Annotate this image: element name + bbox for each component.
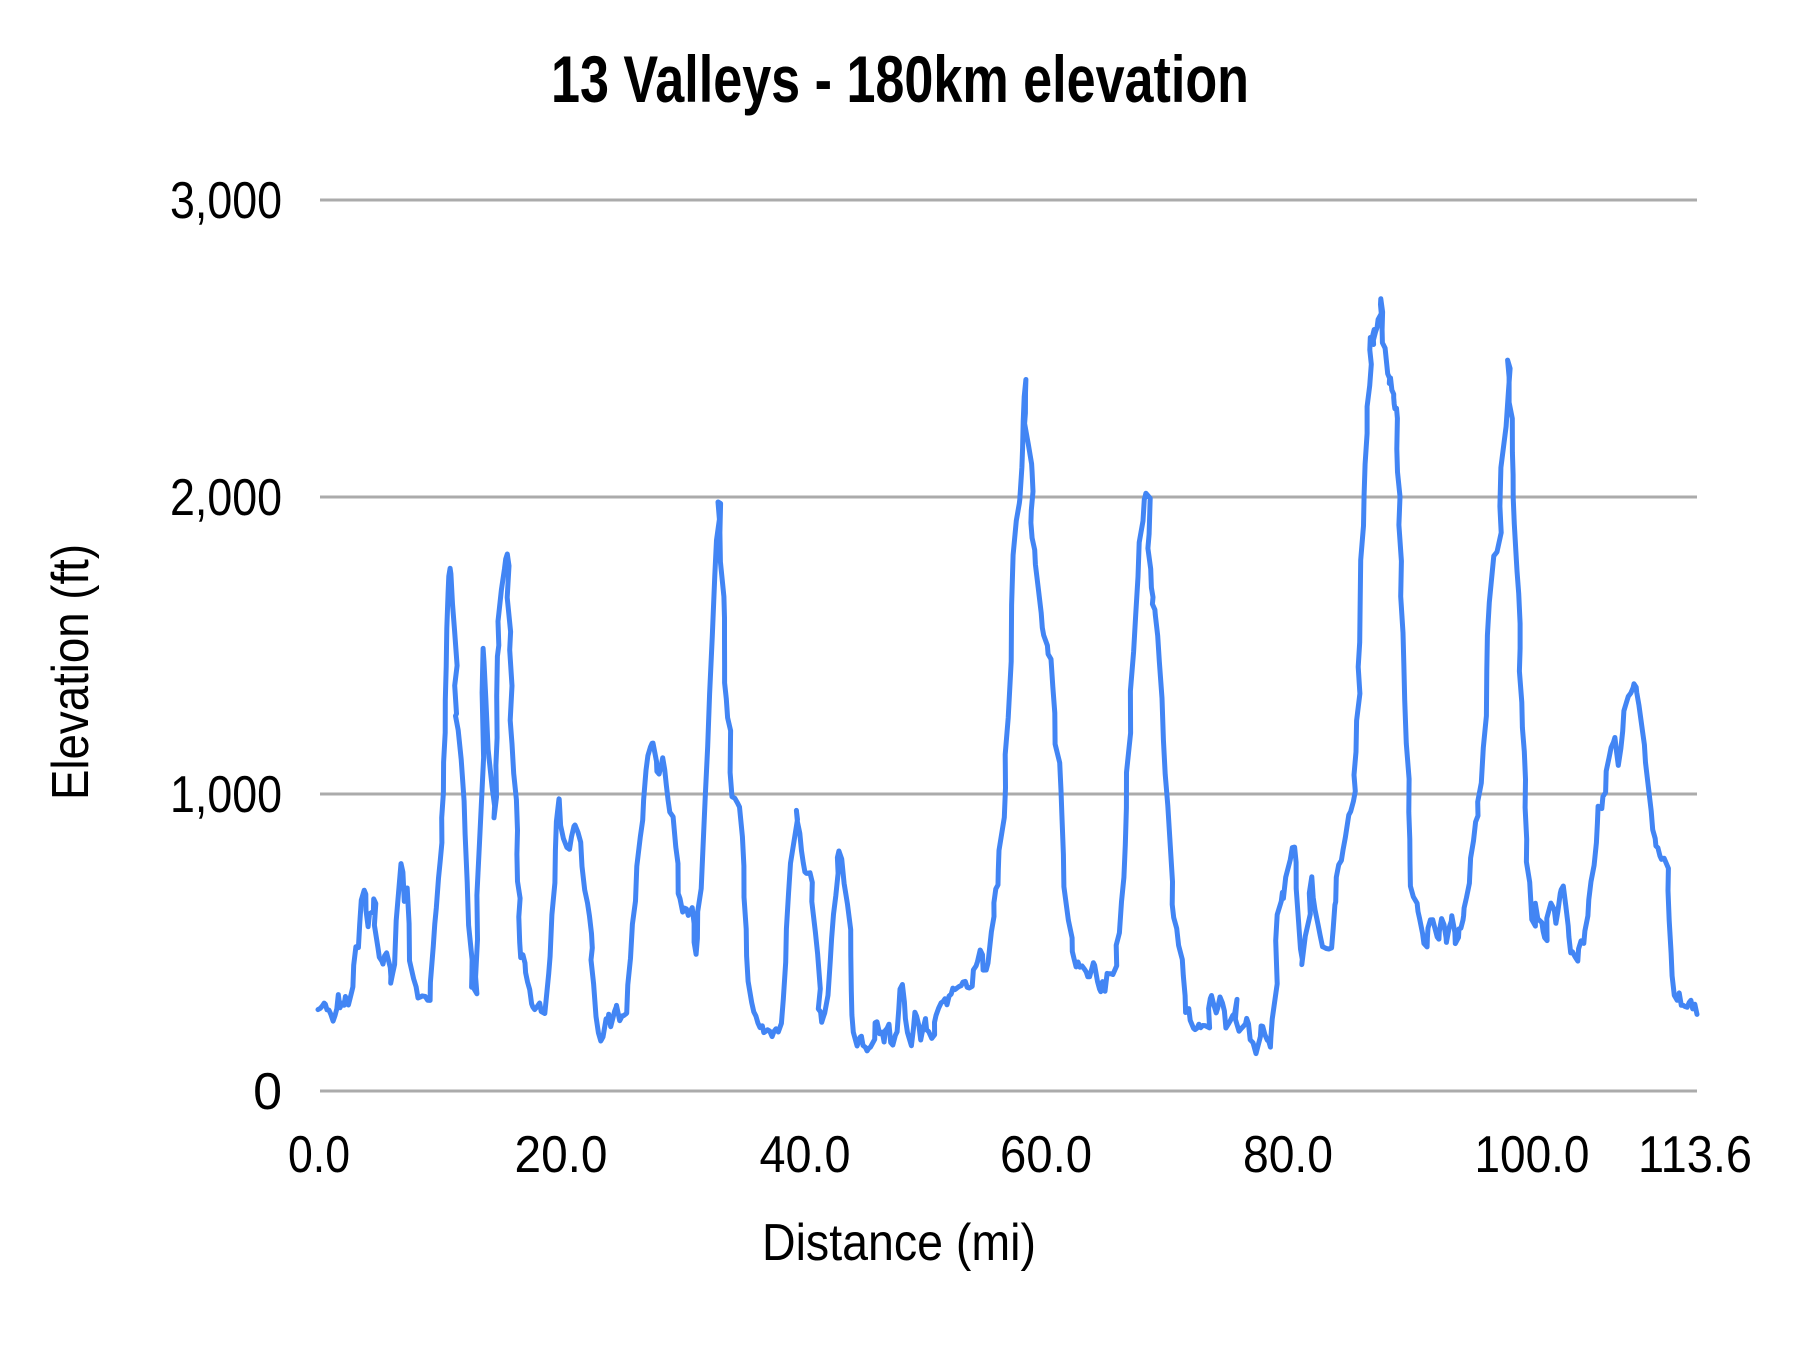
svg-text:100.0: 100.0 xyxy=(1475,1126,1590,1184)
svg-text:1,000: 1,000 xyxy=(170,766,282,824)
svg-text:113.6: 113.6 xyxy=(1638,1126,1752,1184)
svg-text:3,000: 3,000 xyxy=(170,172,282,230)
svg-text:Distance (mi): Distance (mi) xyxy=(762,1214,1036,1272)
svg-text:0: 0 xyxy=(253,1063,282,1121)
svg-text:20.0: 20.0 xyxy=(515,1126,608,1184)
svg-text:80.0: 80.0 xyxy=(1243,1126,1333,1184)
svg-text:13 Valleys - 180km elevation: 13 Valleys - 180km elevation xyxy=(551,42,1249,116)
svg-text:60.0: 60.0 xyxy=(1000,1126,1092,1184)
svg-text:0.0: 0.0 xyxy=(288,1126,350,1184)
svg-text:40.0: 40.0 xyxy=(760,1126,851,1184)
svg-text:Elevation (ft): Elevation (ft) xyxy=(42,544,100,800)
svg-text:2,000: 2,000 xyxy=(170,469,282,527)
